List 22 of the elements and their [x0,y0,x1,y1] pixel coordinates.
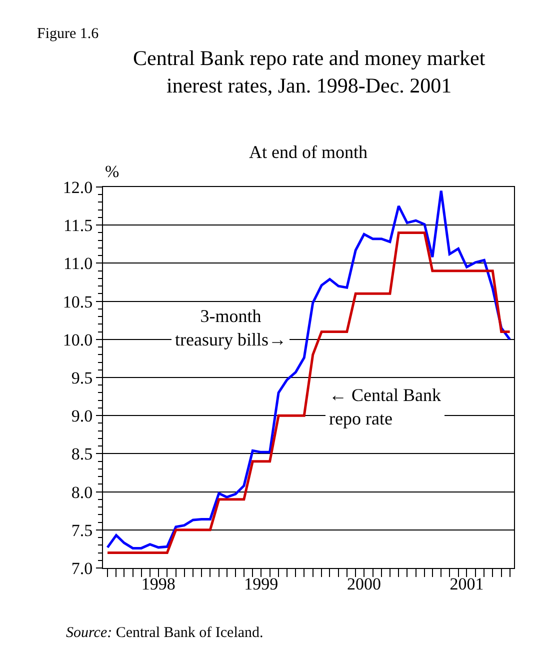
y-tick-label: 8.0 [71,482,93,502]
y-tick-label: 7.5 [71,520,93,540]
y-tick-label: 11.0 [63,254,93,274]
y-tick-label: 9.0 [71,406,93,426]
y-tick-label: 10.0 [62,330,93,350]
x-tick-label: 2001 [450,574,484,594]
y-tick-label: 12.0 [62,178,93,197]
x-tick-label: 2000 [347,574,382,594]
y-axis-title: % [105,162,120,181]
chart-subtitle: At end of month [249,142,368,162]
y-tick-label: 10.5 [62,292,93,312]
y-tick-label: 8.5 [71,444,93,464]
y-tick-label: 7.0 [71,558,93,578]
annotation: ← Cental Bank repo rate [329,385,441,428]
caption: Figure 1.6 [37,26,100,42]
source-note: Source: Central Bank of Iceland. [66,625,264,641]
y-tick-label: 9.5 [71,368,93,388]
x-tick-label: 1999 [244,574,278,594]
annotation: 3-month treasury bills→ [175,306,286,350]
x-tick-label: 1998 [141,574,176,594]
chart-title: Central Bank repo rate and money market inerest rates, Jan. 1998-Dec. 2001 [133,46,486,98]
y-tick-label: 11.5 [63,216,93,236]
